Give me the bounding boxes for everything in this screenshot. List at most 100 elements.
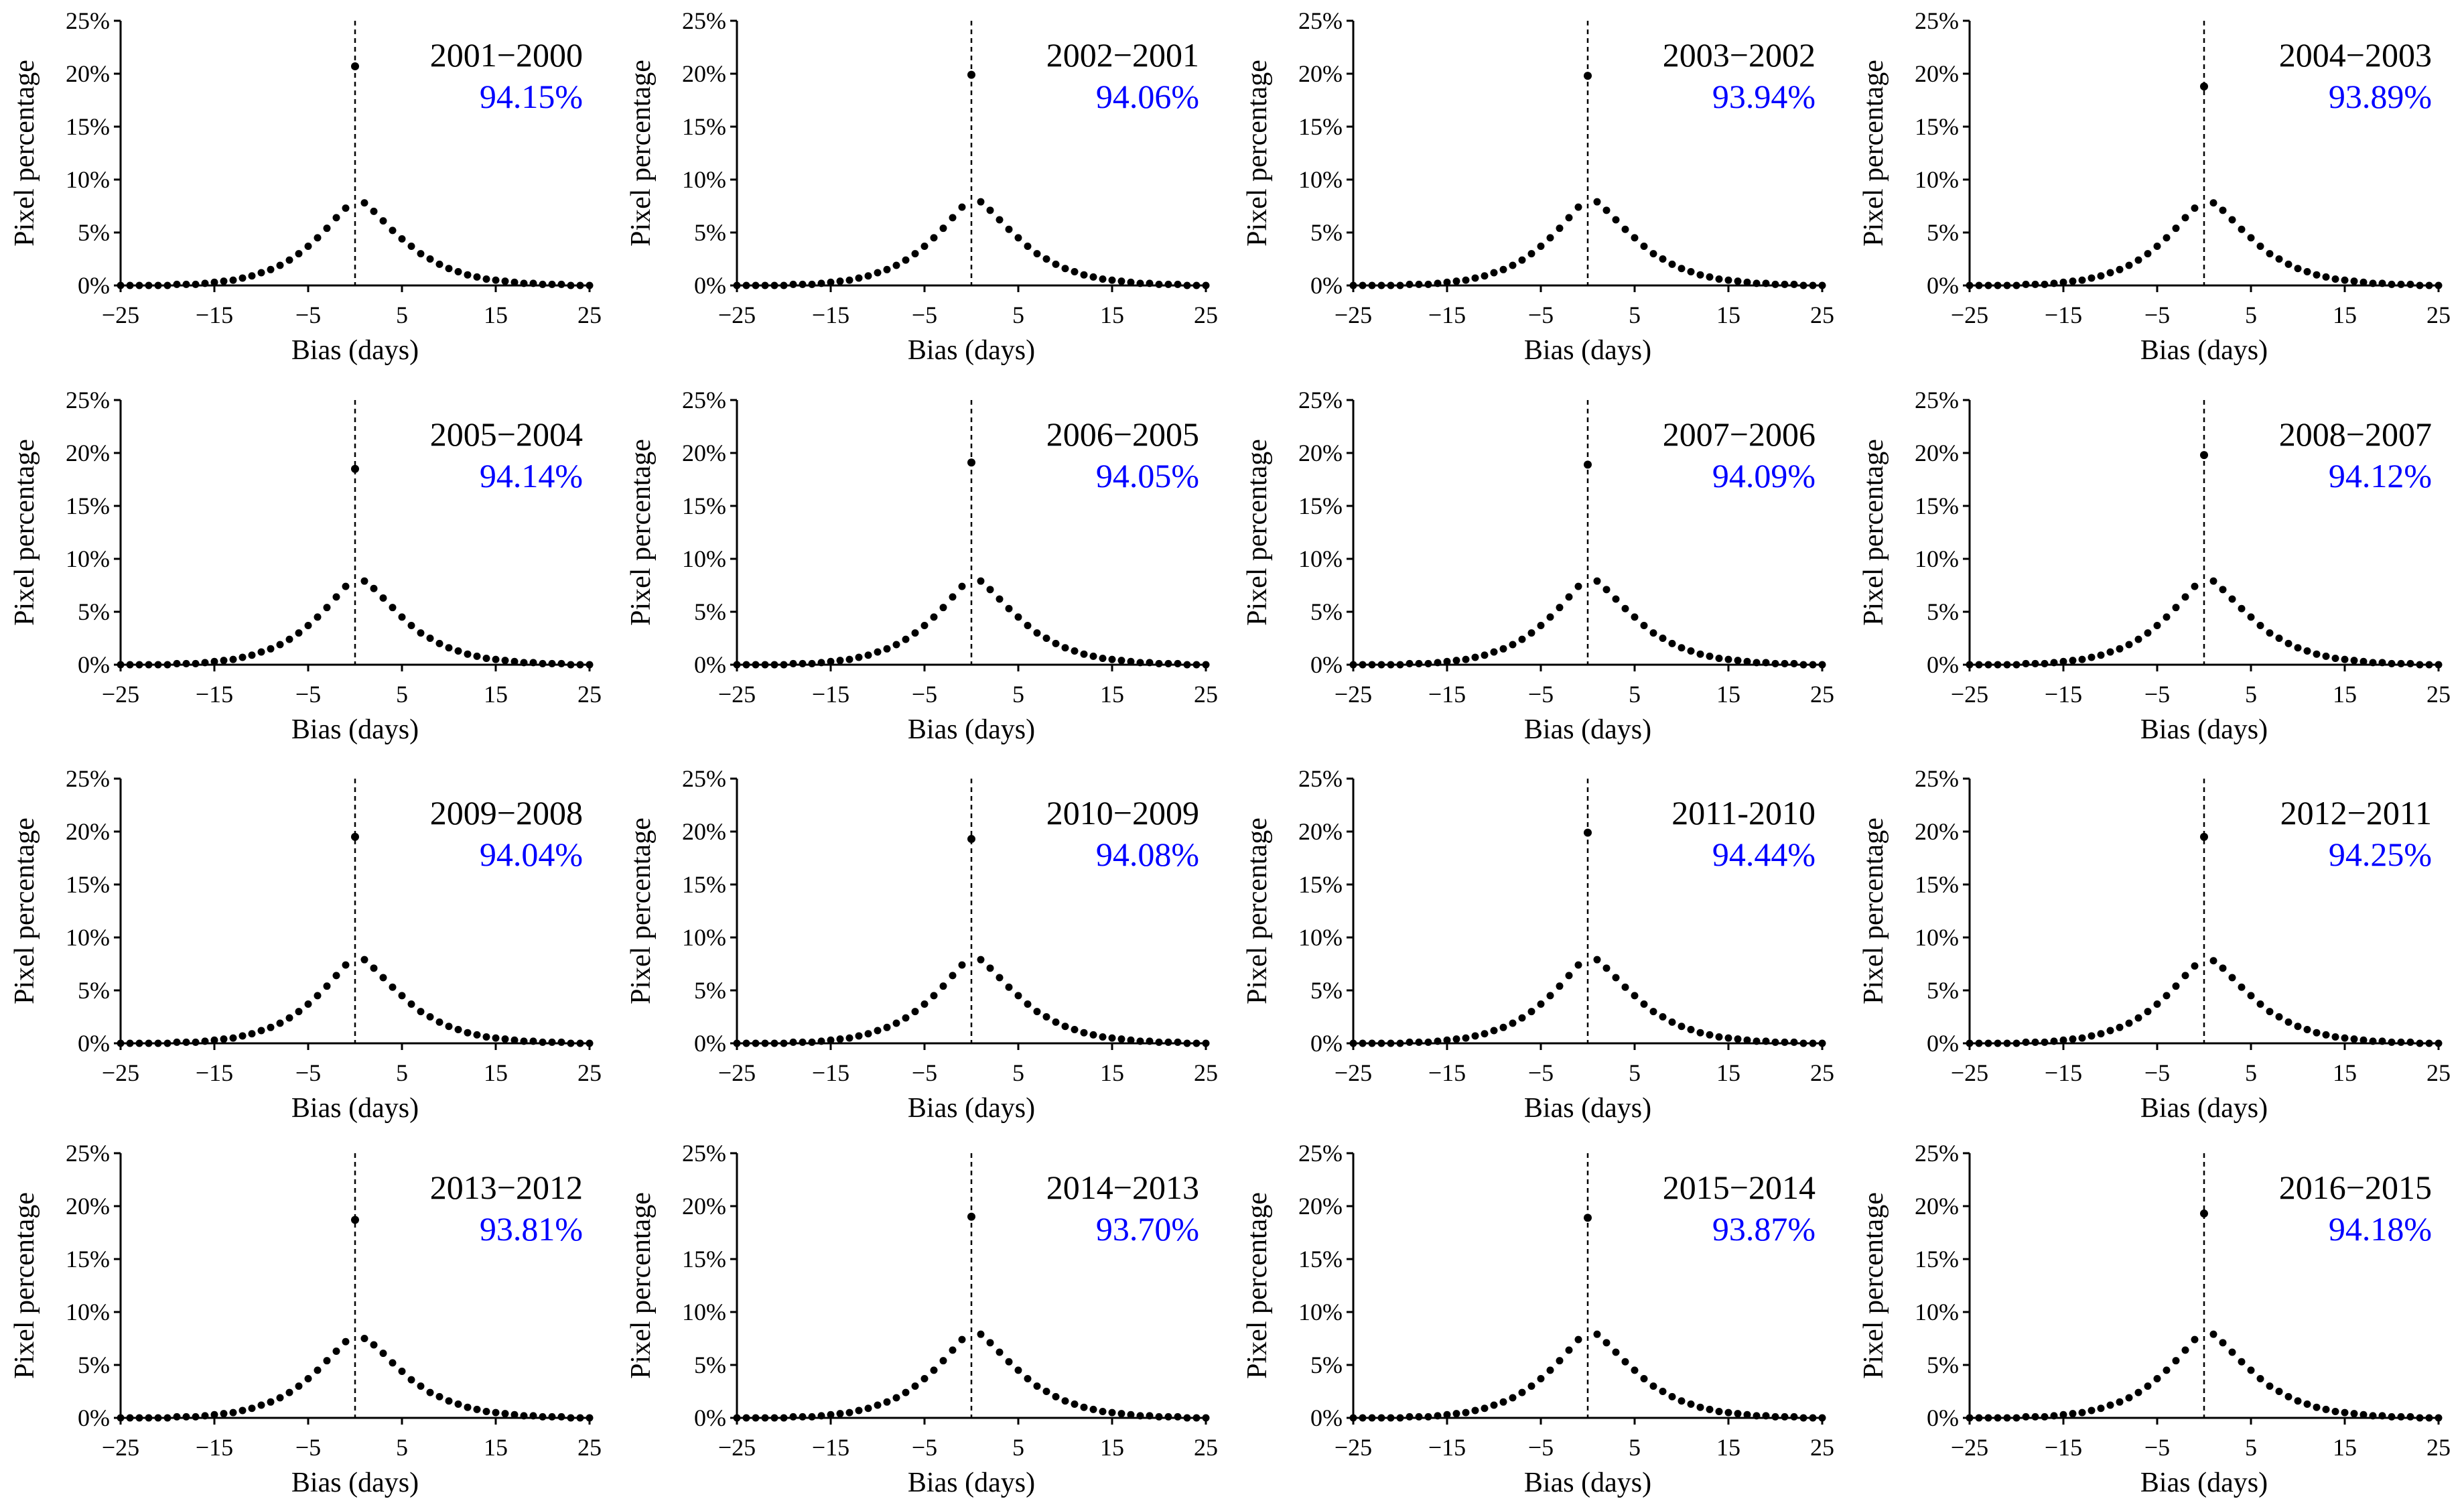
data-point [2031,659,2039,667]
data-point [1452,277,1460,285]
data-point [435,1392,443,1400]
data-point [1546,234,1554,242]
data-point [2069,1035,2077,1043]
y-tick-label: 0% [1927,1030,1959,1057]
data-point [977,1330,985,1338]
chart-title: 2012−2011 [2280,794,2432,832]
data-point [2163,234,2171,242]
chart-panel: 0% 5% 10% 15% 20% 25% −25 −15 −5 5 15 25 Bias (days)… [1242,387,1834,745]
data-point [1349,281,1357,289]
data-point [1359,1414,1367,1422]
x-tick-label: −25 [1334,302,1372,328]
data-point [874,648,882,656]
y-tick-label: 5% [1310,219,1343,246]
data-point [1781,1413,1789,1421]
data-point [817,279,825,287]
data-point [2331,655,2339,663]
data-point [1724,276,1732,284]
data-point [238,1032,247,1040]
data-point [1537,622,1545,630]
data-point [1678,265,1686,273]
data-point [1640,1000,1648,1008]
data-point [1368,1039,1376,1047]
data-point [2003,281,2011,289]
data-point [2294,644,2302,652]
data-point [1155,1038,1163,1046]
data-point [182,280,190,288]
data-point [445,1397,453,1405]
data-point [2012,661,2021,669]
data-point [1994,1039,2002,1047]
data-point [529,279,537,287]
y-tick-label: 5% [1310,1352,1343,1378]
x-tick-label: −5 [912,681,937,708]
x-tick-label: 5 [1629,681,1641,708]
data-point [892,1019,900,1027]
accuracy-label: 93.94% [1712,78,1816,115]
data-point [1809,1039,1817,1047]
data-point [1033,1008,1041,1016]
data-point [808,659,816,667]
data-point [2322,652,2330,660]
data-point [1518,1014,1526,1022]
data-point [986,964,994,972]
data-point [323,224,331,233]
x-tick-label: 25 [1194,1434,1218,1461]
data-point [510,278,519,286]
data-point [780,1414,788,1422]
x-tick-label: −15 [196,302,233,328]
y-tick-label: 20% [1915,60,1959,87]
data-point [510,1411,519,1419]
data-point [2012,1414,2021,1422]
data-point [958,1335,966,1344]
data-point [2313,1403,2321,1411]
data-point [2238,1358,2246,1366]
data-point [2275,1388,2283,1395]
x-tick-label: −25 [1951,302,1988,328]
chart-title: 2006−2005 [1046,415,1199,453]
data-point [2266,629,2274,637]
zero-bias-point [351,1216,359,1224]
data-point [2256,1375,2264,1383]
data-point [1631,234,1639,242]
data-point [257,1401,265,1409]
data-point [1434,1037,1442,1045]
data-point [464,650,472,658]
zero-bias-point [1584,460,1592,469]
data-point [1687,267,1695,275]
data-point [2219,586,2227,594]
x-tick-label: 15 [484,1059,508,1086]
data-point [2341,655,2349,663]
data-point [1706,652,1714,660]
data-point [501,1035,509,1043]
data-point [2191,582,2199,590]
x-tick-label: 5 [2245,1059,2257,1086]
x-tick-label: −15 [1428,681,1466,708]
data-point [930,613,938,621]
data-point [2003,661,2011,669]
data-point [939,982,947,990]
data-point [2050,1037,2058,1045]
x-tick-label: 5 [396,302,408,328]
data-point [135,1414,143,1422]
data-point [1452,1035,1460,1043]
chart-panel: 0% 5% 10% 15% 20% 25% −25 −15 −5 5 15 25 Bias (days)… [626,765,1218,1124]
data-point [1612,974,1620,982]
data-point [845,655,853,663]
data-point [2406,659,2414,667]
y-tick-label: 10% [1298,1299,1343,1325]
data-point [1556,1357,1564,1365]
data-point [1678,644,1686,652]
data-point [379,974,387,982]
data-point [163,1414,172,1422]
data-point [2416,661,2424,669]
data-point [780,661,788,669]
data-point [996,216,1004,224]
data-point [1556,604,1564,612]
data-point [1481,1030,1489,1038]
data-point [314,234,322,242]
data-point [2172,224,2180,233]
data-point [855,1406,863,1415]
data-point [342,204,350,212]
x-tick-label: 5 [1012,302,1024,328]
